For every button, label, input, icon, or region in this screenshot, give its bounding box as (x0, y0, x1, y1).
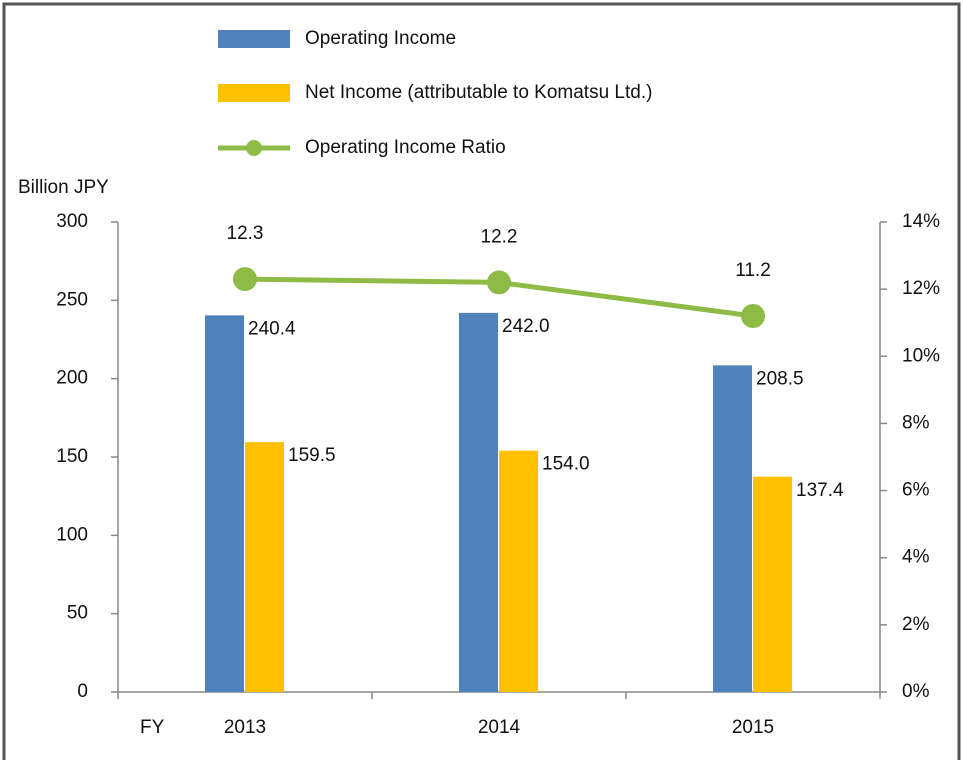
bar (713, 365, 752, 692)
y-tick-label: 50 (67, 603, 88, 624)
y2-tick-label: 4% (902, 547, 930, 568)
value-label: 12.2 (481, 226, 518, 247)
value-label: 242.0 (502, 316, 550, 337)
y-tick-label: 150 (56, 446, 88, 467)
ratio-marker (741, 304, 765, 328)
y-tick-label: 100 (56, 524, 88, 545)
x-tick-label: 2014 (478, 717, 521, 738)
value-label: 154.0 (542, 454, 590, 475)
y2-tick-label: 10% (902, 345, 940, 366)
x-axis-label: FY (140, 717, 165, 738)
value-label: 137.4 (796, 480, 844, 501)
bar (459, 312, 498, 692)
x-tick-label: 2013 (224, 717, 266, 738)
value-label: 240.4 (248, 318, 296, 339)
y-axis-label: Billion JPY (18, 177, 109, 198)
ratio-marker (487, 270, 511, 295)
y-tick-label: 0 (77, 681, 88, 702)
y-tick-label: 200 (56, 368, 88, 389)
value-label: 159.5 (288, 445, 336, 466)
y2-tick-label: 8% (902, 412, 930, 433)
y2-tick-label: 2% (902, 614, 930, 635)
bar (205, 315, 244, 692)
y2-tick-label: 14% (902, 211, 940, 232)
value-label: 208.5 (756, 368, 804, 389)
ratio-marker (233, 267, 257, 292)
legend-label: Operating Income (305, 28, 456, 49)
bar (753, 476, 792, 692)
legend-swatch (218, 30, 290, 48)
value-label: 11.2 (735, 260, 771, 281)
y2-tick-label: 6% (902, 480, 930, 501)
legend-label: Operating Income Ratio (305, 137, 506, 158)
legend-marker (246, 140, 262, 156)
bar (499, 450, 538, 692)
y2-tick-label: 12% (902, 278, 940, 299)
y2-tick-label: 0% (902, 681, 930, 702)
legend-label: Net Income (attributable to Komatsu Ltd.… (305, 82, 652, 103)
y-tick-label: 300 (56, 211, 88, 232)
legend-swatch (218, 84, 290, 102)
x-tick-label: 2015 (732, 717, 774, 738)
y-tick-label: 250 (56, 289, 88, 310)
value-label: 12.3 (227, 223, 264, 244)
bar (245, 442, 284, 692)
